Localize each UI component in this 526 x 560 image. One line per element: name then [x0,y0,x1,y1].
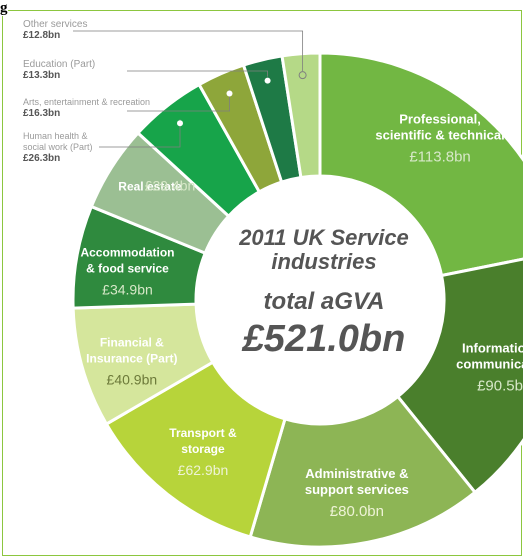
label-health: Human health & social work (Part) £26.3b… [23,131,103,164]
slice-label-professional-scientific-technical: scientific & technical [375,127,504,142]
label-education: Education (Part) £13.3bn [23,59,95,81]
slice-administrative-support-services [248,394,478,549]
slice-label-transport-storage: storage [181,442,225,456]
leader-line-arts-entertainment-recreation [127,89,230,112]
slice-dot-human-health-social-work-part [177,120,184,127]
chart-total: £521.0bn [242,318,406,360]
slice-label-transport-storage: Transport & [169,426,237,440]
label-text: Human health & social work (Part) [23,131,93,152]
slice-value-administrative-support-services: £80.0bn [330,503,384,520]
slice-label-accommodation-food-service: & food service [86,262,169,276]
chart-frame: Professional, scientific & technical £113.… [2,10,523,556]
slice-value-transport-storage: £62.9bn [178,462,229,478]
slice-label-information-communication: Information & [462,340,523,355]
slice-label-real-estate: Real estate [118,180,182,194]
label-value: £26.3bn [23,153,61,164]
label-other-services: Other services £12.8bn [23,19,87,41]
chart-title: 2011 UK Service industries [239,225,409,274]
label-value: £16.3bn [23,108,61,119]
slice-label-information-communication: communication [456,356,523,371]
label-value: £13.3bn [23,70,61,81]
leader-line-human-health-social-work-part [99,119,181,148]
slice-label-professional-scientific-technical: Professional, [399,111,481,126]
slice-value-information-communication: £90.5bn [477,377,523,394]
panel-letter: g [0,0,8,16]
leader-line-education-part [127,70,268,77]
chart-subtitle: total aGVA [263,288,385,315]
slice-label-financial-insurance-part: Financial & [100,335,164,349]
label-text: Education (Part) [23,59,96,70]
label-text: Arts, entertainment & recreation [23,97,151,107]
slice-label-accommodation-food-service: Accommodation [80,246,174,260]
slice-label-administrative-support-services: Administrative & [305,466,408,481]
slice-other-services [280,51,322,180]
slice-value-professional-scientific-technical: £113.8bn [409,148,470,165]
slice-professional-scientific-technical [318,51,523,278]
label-value: £12.8bn [23,30,61,41]
slice-label-administrative-support-services: support services [305,482,409,497]
center-text: 2011 UK Service industries total aGVA £5… [219,226,429,362]
slice-dot-other-services [298,71,307,80]
leader-line-other-services [73,30,304,72]
label-text: Other services [23,19,88,30]
slice-dot-arts-entertainment-recreation [226,90,233,97]
slice-label-financial-insurance-part: Insurance (Part) [86,351,177,365]
slice-dot-education-part [264,77,271,84]
donut-chart: Professional,scientific & technical £113.… [71,30,523,549]
slice-value-real-estate: £29.4bn [145,178,196,194]
slice-value-financial-insurance-part: £40.9bn [107,371,158,387]
slice-value-accommodation-food-service: £34.9bn [102,282,153,298]
label-arts: Arts, entertainment & recreation £16.3bn [23,97,150,119]
